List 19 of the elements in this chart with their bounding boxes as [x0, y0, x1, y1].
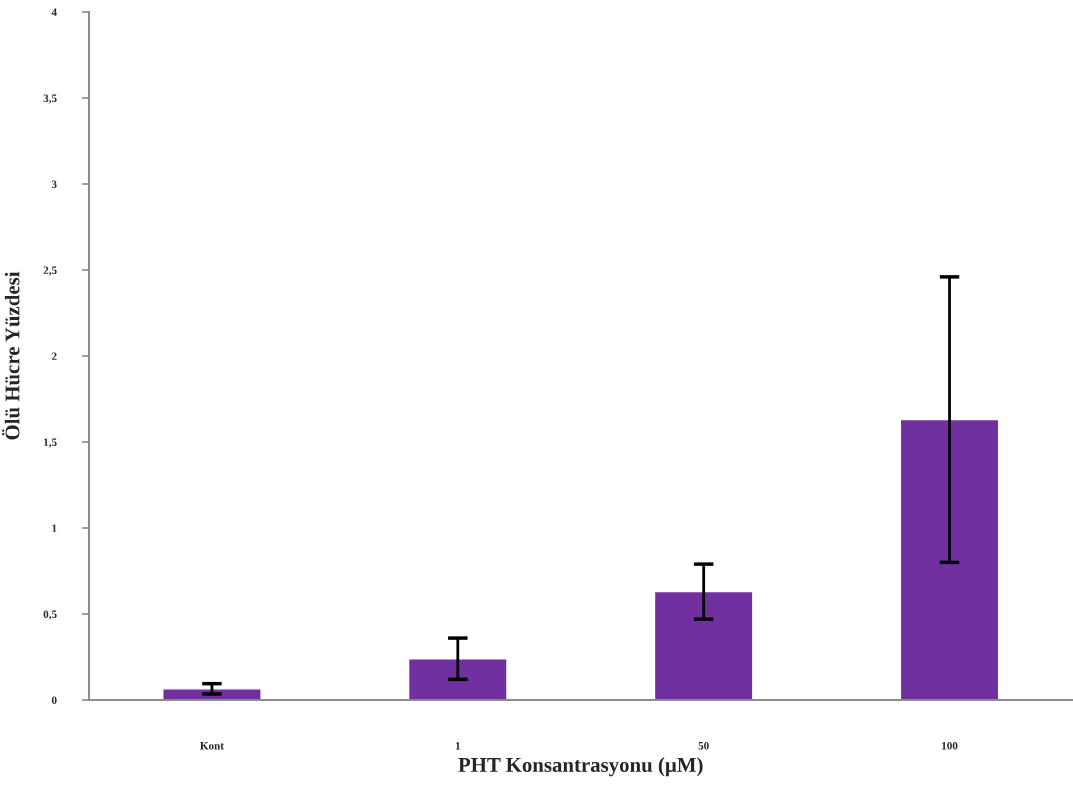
x-tick-label: 100	[942, 741, 958, 750]
bar	[407, 658, 508, 700]
y-tick-label: 3,5	[43, 94, 57, 104]
y-tick-label: 0	[51, 696, 57, 704]
x-axis-title: PHT Konsantrasyonu (µM)	[458, 757, 703, 777]
x-tick-label: 50	[698, 741, 709, 750]
y-tick-label: 4	[51, 8, 57, 16]
y-tick-label: 2	[51, 352, 57, 360]
bar	[899, 418, 1000, 700]
bar	[653, 590, 754, 700]
y-tick-label: 2,5	[43, 266, 57, 276]
y-tick-label: 1,5	[44, 438, 57, 448]
y-tick-label: 0,5	[43, 610, 57, 620]
y-tick-label: 1	[52, 524, 57, 532]
bar	[162, 688, 262, 700]
y-tick-label: 3	[51, 180, 57, 188]
y-axis-title: Ölü Hücre Yüzdesi	[2, 271, 20, 440]
x-tick-label: 1	[455, 742, 460, 750]
x-tick-label: Kont	[200, 742, 224, 750]
